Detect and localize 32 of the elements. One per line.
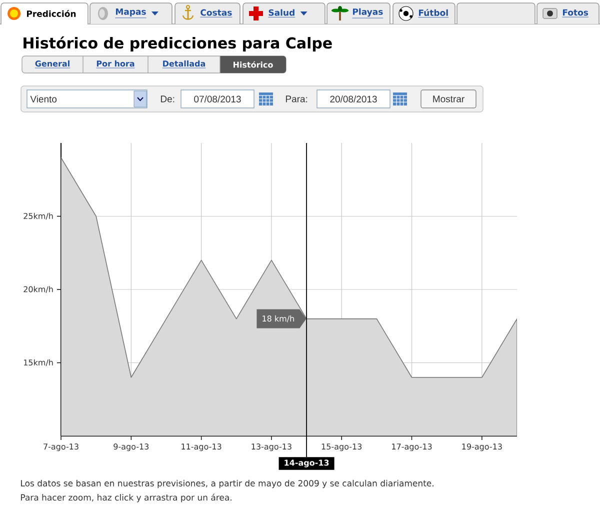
x-tick-label: 9-ago-13: [114, 444, 149, 452]
x-tick-label: 7-ago-13: [44, 444, 78, 452]
x-tick-label: 11-ago-13: [182, 444, 222, 452]
x-tick-label: 19-ago-13: [462, 444, 502, 452]
y-tick-label: 20km/h: [24, 286, 53, 293]
x-tick-label: 17-ago-13: [392, 444, 432, 452]
text: De:: [160, 96, 174, 102]
x-tick-label: 15-ago-13: [322, 444, 362, 452]
text: Para:: [286, 96, 308, 102]
category-label: Playas: [352, 8, 383, 17]
text: General: [35, 60, 70, 67]
y-tick-label: 25km/h: [24, 212, 53, 220]
annotation: 18 km/h: [262, 315, 294, 322]
category-label: Predicción: [26, 10, 76, 17]
category-label: Fútbol: [418, 9, 448, 16]
text: Por hora: [96, 60, 134, 67]
text: Para hacer zoom, haz click y arrastra por un área.: [21, 494, 232, 502]
chart-title: Histórico de predicciones para Calpe: [24, 36, 332, 52]
text: Viento: [30, 96, 57, 102]
category-label: Mapas: [116, 8, 146, 16]
category-label: Salud: [268, 9, 294, 16]
text: Histórico: [234, 61, 273, 68]
text: Los datos se basan en nuestras previsiones, a partir de mayo de 2009 y se calculan diariamente.: [21, 480, 434, 488]
ref-line-label: 14-ago-13: [284, 460, 329, 468]
text: Detallada: [163, 60, 206, 67]
text: Mostrar: [433, 96, 464, 102]
x-tick-label: 13-ago-13: [252, 444, 292, 452]
y-tick-label: 15km/h: [24, 359, 53, 366]
text: 07/08/2013: [194, 96, 241, 102]
text: 20/08/2013: [330, 96, 377, 102]
category-label: Costas: [200, 9, 232, 16]
category-label: Fotos: [562, 9, 588, 16]
